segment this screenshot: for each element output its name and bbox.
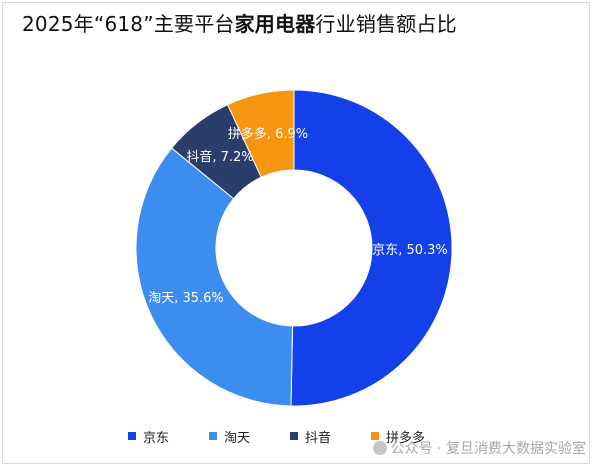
legend-item-jd: 京东 [128, 427, 169, 446]
title-bold: 家用电器 [234, 12, 316, 36]
legend-label-taotian: 淘天 [224, 430, 251, 446]
slice-pdd [226, 89, 295, 178]
slice-label-douyin: 抖音, 7.2% [186, 149, 253, 165]
slice-taotian [135, 147, 294, 407]
legend-item-pdd: 拼多多 [371, 427, 425, 446]
title-suffix: 行业销售额占比 [315, 12, 457, 36]
donut-labels: 京东, 50.3% 淘天, 35.6% 抖音, 7.2% 拼多多, 6.9% [148, 126, 448, 306]
legend-label-pdd: 拼多多 [386, 430, 426, 446]
watermark-text: 公众号 · 复旦消费大数据实验室 [390, 441, 586, 457]
legend-swatch-jd [128, 432, 136, 440]
wechat-icon [372, 441, 387, 455]
slice-label-taotian: 淘天, 35.6% [148, 291, 224, 306]
title-prefix: 2025年“618”主要平台 [22, 12, 235, 36]
legend-label-douyin: 抖音 [305, 430, 332, 446]
chart-title: 2025年“618”主要平台家用电器行业销售额占比 [22, 8, 457, 37]
legend-label-jd: 京东 [143, 430, 170, 446]
legend-swatch-pdd [371, 432, 380, 440]
donut-slices [135, 89, 453, 407]
slice-label-pdd: 拼多多, 6.9% [228, 126, 308, 142]
slice-label-jd: 京东, 50.3% [372, 243, 448, 258]
slice-jd [290, 89, 453, 407]
legend-item-douyin: 抖音 [290, 427, 331, 446]
legend-swatch-taotian [209, 432, 218, 440]
legend-item-taotian: 淘天 [209, 427, 250, 446]
legend-swatch-douyin [290, 432, 299, 440]
legend: 京东 淘天 抖音 拼多多 [128, 427, 425, 446]
watermark: 公众号 · 复旦消费大数据实验室 [372, 438, 586, 458]
